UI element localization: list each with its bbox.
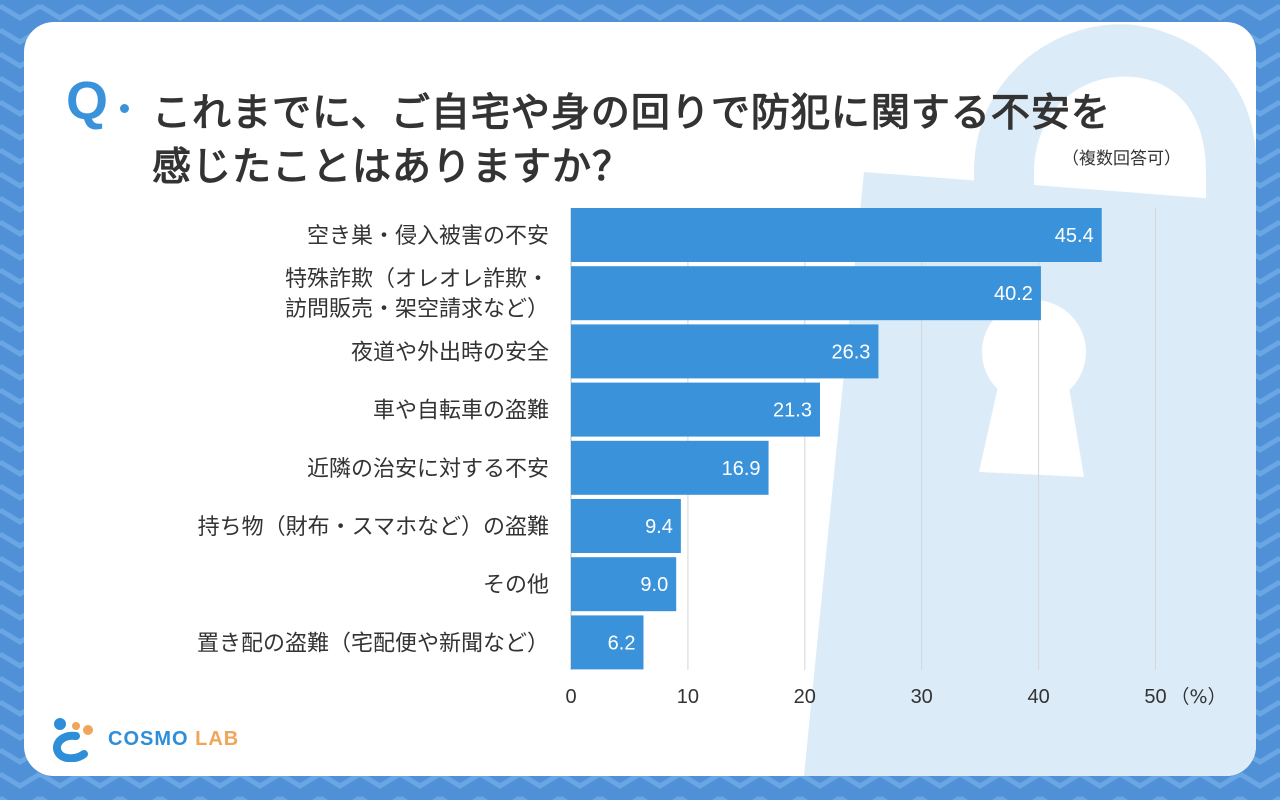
cosmo-lab-logo-icon (53, 718, 93, 762)
padlock-keyhole-slot (979, 382, 1084, 477)
category-label: 近隣の治安に対する不安 (307, 457, 549, 482)
bars: 45.4 40.2 26.3 21.3 16.9 9.4 9.0 6.2 (571, 208, 1102, 670)
multiple-answer-note: （複数回答可） (1062, 149, 1181, 169)
x-tick-label: 20 (794, 686, 816, 708)
x-axis-ticks: 0 10 20 30 40 50 （%） (565, 686, 1226, 708)
bar-value-label: 45.4 (1055, 225, 1094, 247)
x-tick-label: 10 (677, 686, 699, 708)
category-label: 持ち物（財布・スマホなど）の盗難 (198, 515, 549, 540)
category-label: 車や自転車の盗難 (373, 399, 549, 424)
category-label: その他 (483, 573, 549, 598)
cosmo-lab-logo-text: COSMO LAB (108, 728, 239, 751)
bar (571, 440, 769, 495)
bar (571, 266, 1041, 321)
bar-value-label: 9.0 (640, 574, 668, 596)
padlock-watermark (804, 24, 1256, 776)
category-label: 夜道や外出時の安全 (351, 340, 549, 365)
logo-text-lab: LAB (195, 728, 240, 750)
bar (571, 324, 879, 379)
bar-value-label: 26.3 (832, 341, 871, 363)
padlock-shackle (974, 24, 1256, 252)
x-tick-label: 50 (1144, 686, 1166, 708)
x-unit-label: （%） (1171, 686, 1227, 708)
logo-text-cosmo: COSMO (108, 728, 189, 750)
question-title-line1: これまでに、ご自宅や身の回りで防犯に関する不安を (152, 91, 1111, 136)
bar (571, 615, 644, 670)
x-tick-label: 40 (1027, 686, 1049, 708)
category-label: 特殊詐欺（オレオレ詐欺・ (285, 267, 549, 292)
x-tick-label: 30 (911, 686, 933, 708)
question-mark-label: Q (66, 71, 109, 131)
bar-value-label: 6.2 (608, 632, 636, 654)
bar-value-label: 9.4 (645, 516, 673, 538)
bar-value-label: 16.9 (722, 458, 761, 480)
bar (571, 208, 1102, 262)
x-tick-label: 0 (565, 686, 576, 708)
category-label: 訪問販売・架空請求など） (285, 297, 549, 322)
bar (571, 557, 677, 612)
category-label: 置き配の盗難（宅配便や新聞など） (197, 631, 549, 656)
category-label: 空き巣・侵入被害の不安 (307, 224, 549, 249)
bar (571, 382, 820, 437)
padlock-keyhole (982, 300, 1086, 404)
question-title-line2: 感じたことはありますか？ (152, 145, 633, 190)
bar (571, 499, 681, 553)
question-dot (120, 104, 129, 113)
bar-value-label: 40.2 (994, 283, 1033, 305)
bar-value-label: 21.3 (773, 400, 812, 422)
